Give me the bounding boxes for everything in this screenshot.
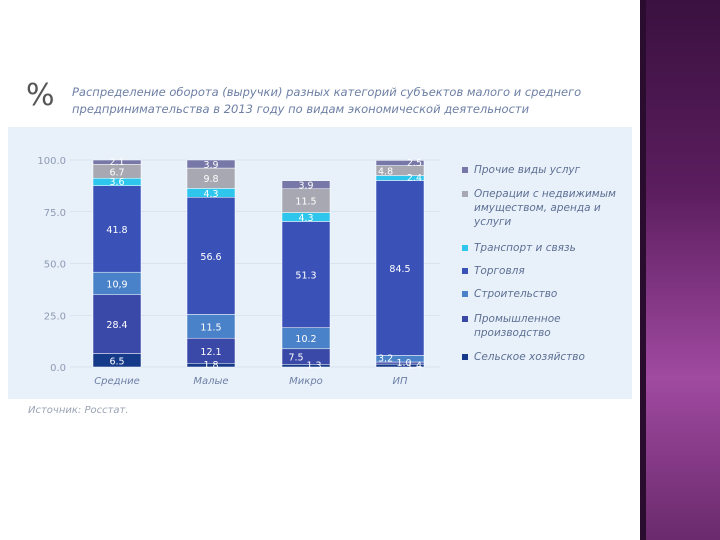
data-label: 1.0 (396, 358, 411, 369)
data-label: 2.1 (109, 157, 124, 168)
legend-swatch (462, 245, 468, 251)
bar-segment (92, 185, 142, 273)
legend-item: Прочие виды услуг (462, 163, 634, 177)
data-label: 3.2 (378, 354, 393, 365)
data-label: 2.4 (407, 173, 422, 184)
legend-label: Транспорт и связь (474, 242, 576, 254)
legend-label: Прочие виды услуг (474, 164, 581, 176)
data-label: 1.4 (407, 361, 422, 372)
x-category-label: ИП (393, 376, 408, 387)
legend-label: Операции с недвижимым имуществом, аренда… (474, 188, 616, 228)
data-label: 56.6 (200, 252, 221, 263)
legend-item: Сельское хозяйство (462, 350, 634, 364)
bar-segment (186, 159, 236, 169)
legend-swatch (462, 354, 468, 360)
data-label: 3.6 (109, 177, 124, 188)
bar-segment (186, 337, 236, 364)
percent-symbol: % (26, 78, 55, 113)
legend-item: Операции с недвижимым имуществом, аренда… (462, 187, 634, 229)
data-label: 12.1 (200, 347, 221, 358)
legend-swatch (462, 291, 468, 297)
data-label: 6.7 (109, 167, 124, 178)
data-label: 6.5 (109, 356, 124, 367)
data-label: 3.9 (298, 181, 313, 192)
legend-swatch (462, 316, 468, 322)
y-tick-label: 0.0 (50, 363, 66, 374)
data-label: 10,9 (106, 279, 127, 290)
data-label: 84.5 (389, 264, 410, 275)
x-category-label: Средние (94, 376, 140, 387)
legend-item: Торговля (462, 264, 634, 278)
bar-segment (375, 180, 425, 356)
y-tick-label: 75.0 (44, 208, 66, 219)
data-label: 9.8 (203, 174, 218, 185)
legend-item: Промышленное производство (462, 312, 634, 340)
data-label: 4.8 (378, 167, 393, 178)
y-tick-label: 100.0 (37, 156, 66, 167)
data-label: 3.9 (203, 160, 218, 171)
bar-segment (186, 197, 236, 315)
bar-segment (92, 294, 142, 354)
data-label: 4.3 (203, 189, 218, 200)
legend-item: Транспорт и связь (462, 241, 634, 255)
chart-title: Распределение оборота (выручки) разных к… (72, 85, 582, 116)
data-label: 11.5 (295, 197, 316, 208)
data-label: 11.5 (200, 322, 221, 333)
decorative-side-panel (640, 0, 720, 540)
legend-label: Сельское хозяйство (474, 351, 585, 363)
legend-label: Торговля (474, 265, 525, 277)
data-label: 2.5 (407, 158, 422, 169)
data-label: 28.4 (106, 320, 127, 331)
x-category-label: Микро (289, 376, 323, 387)
data-label: 4.3 (298, 213, 313, 224)
y-tick-label: 25.0 (44, 311, 66, 322)
legend-swatch (462, 268, 468, 274)
legend-swatch (462, 191, 468, 197)
data-label: 51.3 (295, 271, 316, 282)
data-label: 1.8 (203, 360, 218, 371)
legend-label: Строительство (474, 288, 558, 300)
bar-segment (92, 159, 142, 165)
bar-segment (281, 180, 331, 190)
x-category-label: Малые (193, 376, 228, 387)
y-tick-label: 50.0 (44, 260, 66, 271)
data-label: 10.2 (295, 334, 316, 345)
bar-segment (375, 160, 425, 166)
source-note: Источник: Росстат. (28, 405, 129, 416)
data-label: 7.5 (288, 353, 303, 364)
legend-item: Строительство (462, 287, 634, 301)
data-label: 41.8 (106, 225, 127, 236)
data-label: 1.3 (306, 361, 321, 372)
legend-label: Промышленное производство (474, 313, 561, 339)
stacked-bar-chart: 0.0 25.0 50.0 75.0 100.0 6.5 28.4 10,9 41.8 3.66… (37, 156, 440, 387)
legend-swatch (462, 167, 468, 173)
